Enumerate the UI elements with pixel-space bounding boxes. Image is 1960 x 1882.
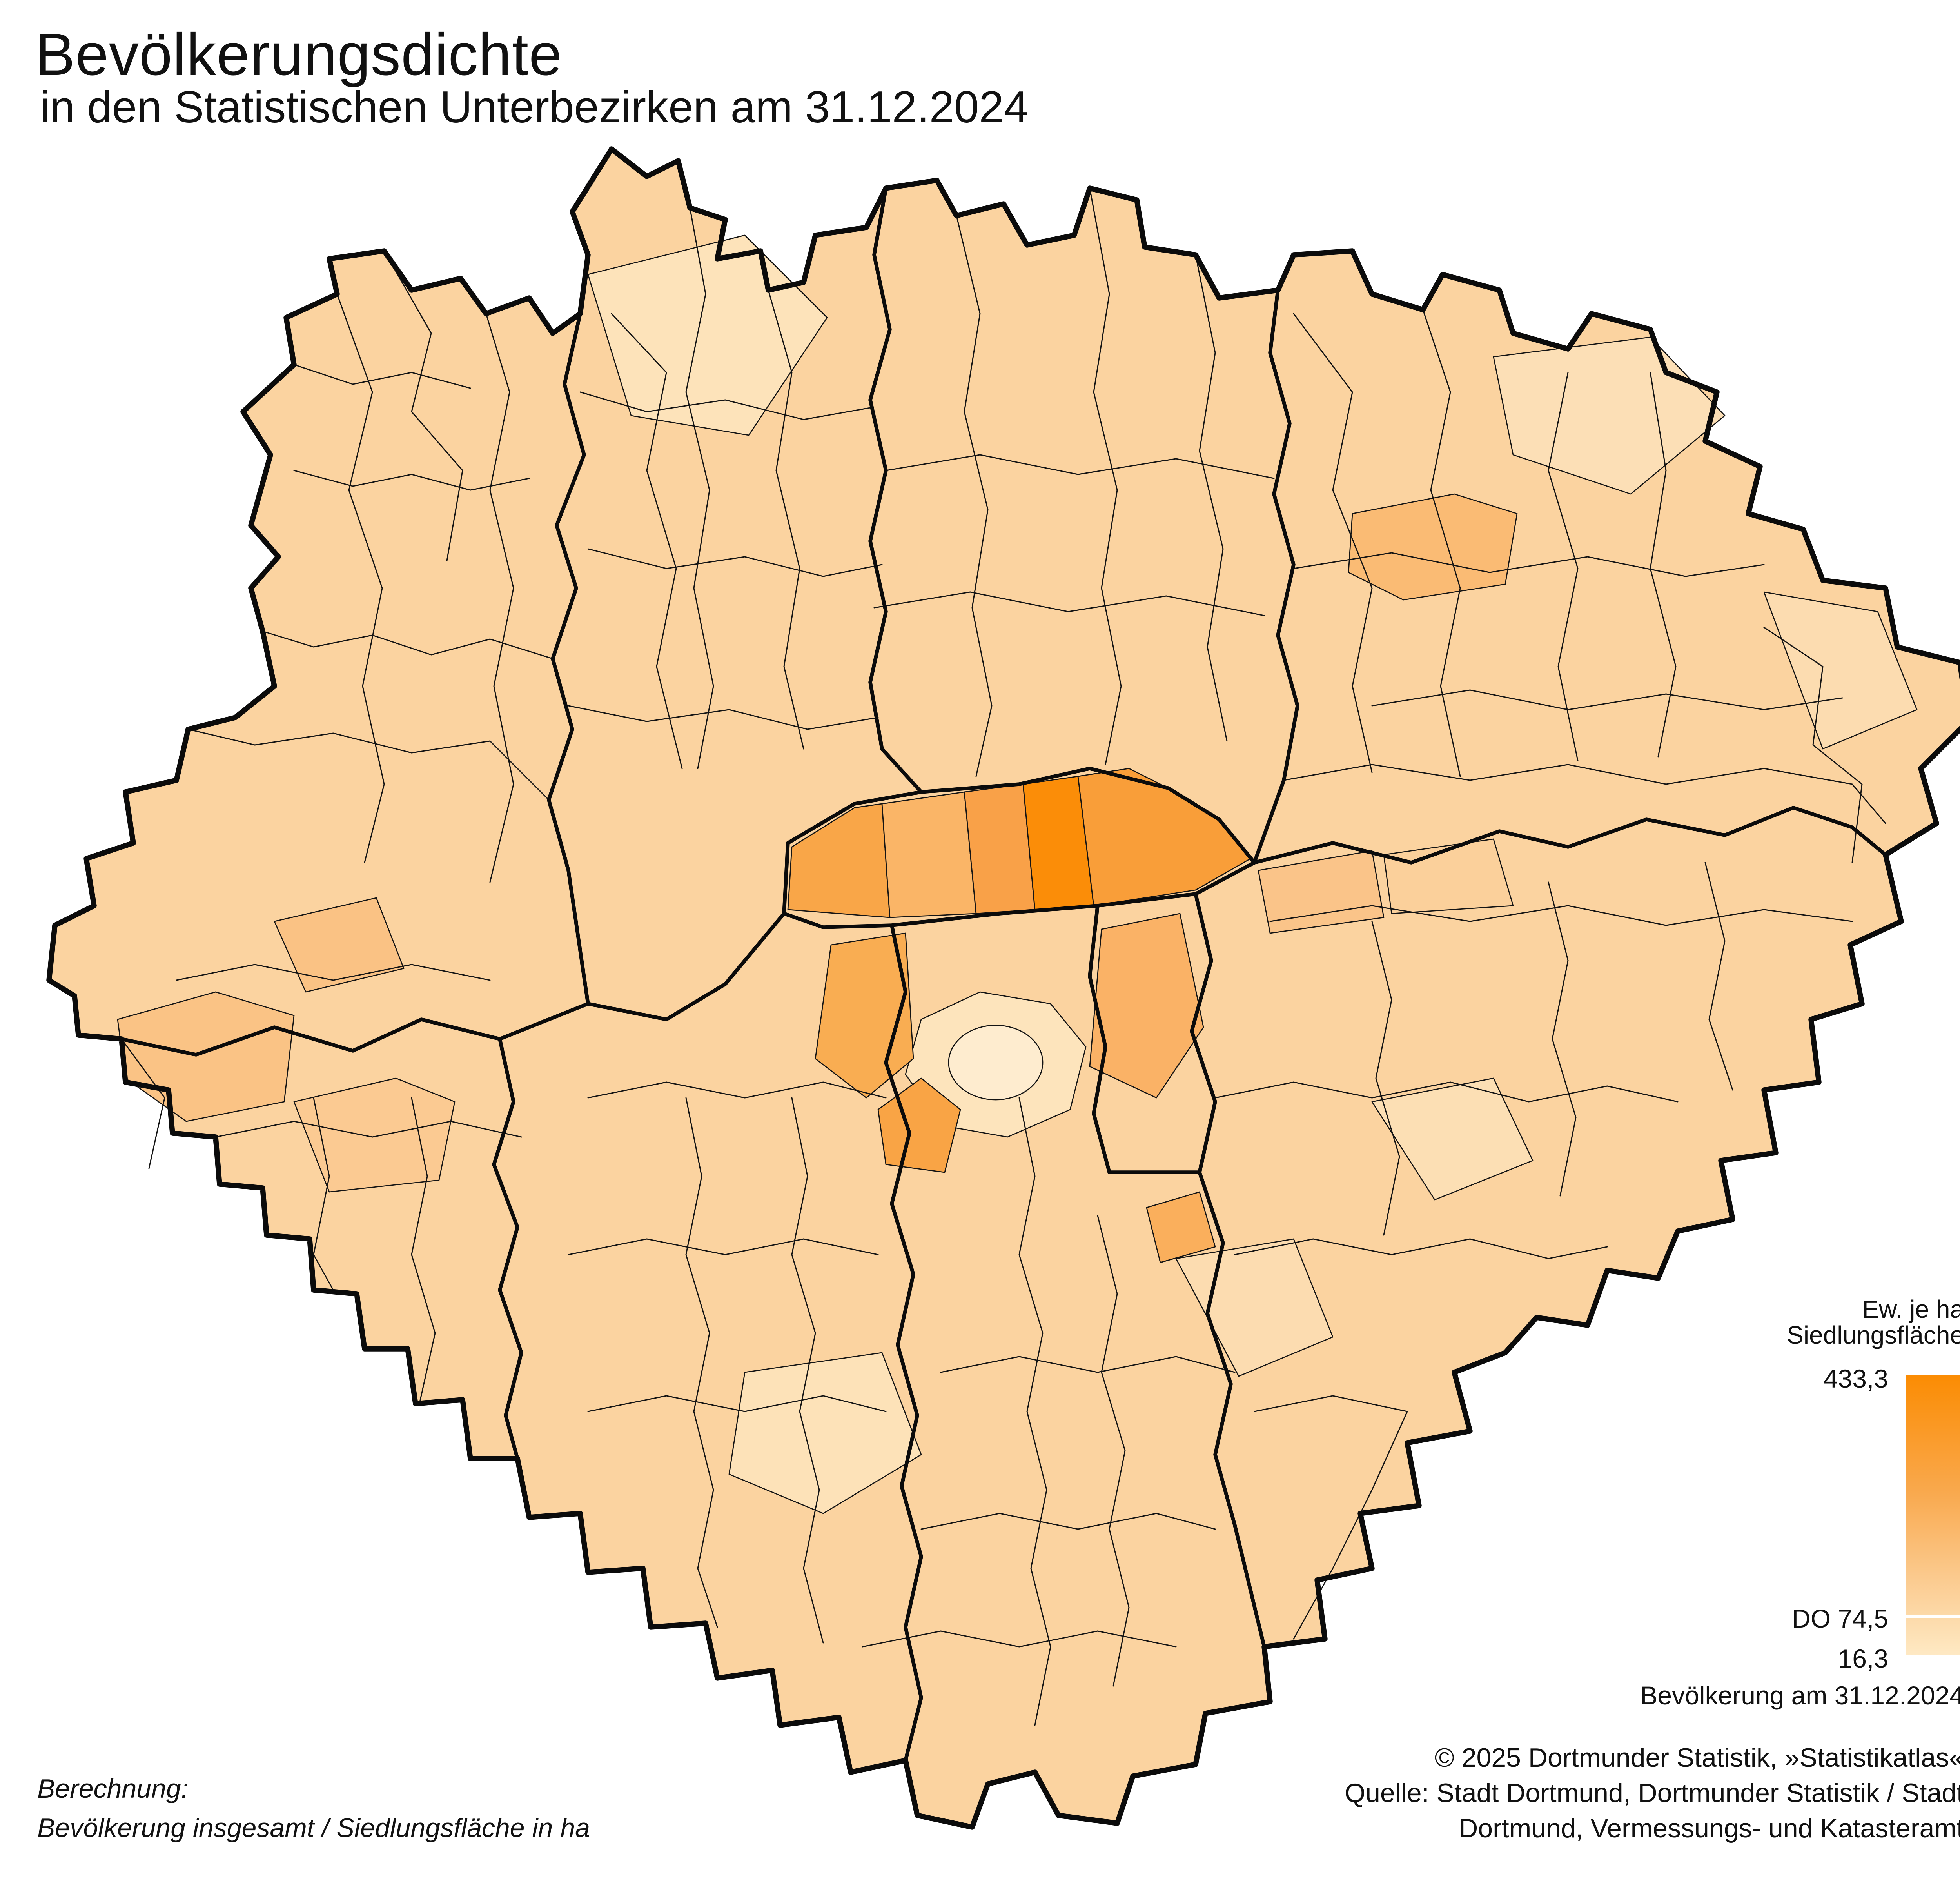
legend-caption: Bevölkerung am 31.12.2024 [1640, 1681, 1960, 1710]
band-cell-west [787, 803, 891, 918]
calculation-formula: Bevölkerung insgesamt / Siedlungsfläche … [37, 1813, 590, 1843]
district-line-central-south [884, 923, 923, 1762]
legend-unit-line1: Ew. je ha [1862, 1295, 1960, 1323]
credits-line1: © 2025 Dortmunder Statistik, »Statistika… [1434, 1743, 1960, 1773]
legend-min-value: 16,3 [1838, 1644, 1888, 1673]
subdistrict-boundaries [121, 187, 1886, 1726]
legend-max-value: 433,3 [1823, 1364, 1888, 1393]
patch-light-band-east2 [1383, 838, 1514, 914]
patch-pale-fareast [1763, 591, 1918, 750]
band-cell-westmid [881, 791, 977, 918]
legend-reference-label: DO 74,5 [1792, 1604, 1888, 1633]
patch-light-west-lobe [293, 1077, 456, 1193]
page-subtitle: in den Statistischen Unterbezirken am 31… [40, 82, 1029, 132]
patch-core-inner [948, 1025, 1044, 1101]
district-line-west-main [120, 912, 786, 1057]
credits-line2: Quelle: Stadt Dortmund, Dortmunder Stati… [1345, 1778, 1960, 1808]
district-ring-innenstadt-nord [782, 767, 1256, 929]
district-line-innenstadt-split [1088, 904, 1201, 1174]
calculation-note: Berechnung: Bevölkerung insgesamt / Sied… [37, 1769, 590, 1847]
band-cell-mid [964, 783, 1036, 914]
patch-medium-band-east1 [1258, 850, 1385, 934]
credits-line3: Dortmund, Vermessungs- und Katasteramt [1459, 1813, 1960, 1843]
legend-reference-tick [1898, 1615, 1960, 1618]
district-line-northeast [1252, 288, 1299, 865]
patch-medium-scharnhorst [1348, 493, 1518, 601]
credits-block: © 2025 Dortmunder Statistik, »Statistika… [1345, 1740, 1960, 1846]
legend-gradient-bar [1906, 1375, 1960, 1655]
page-title: Bevölkerungsdichte [35, 21, 563, 88]
district-line-east-main [1252, 806, 1887, 865]
district-line-east-vertical [1190, 892, 1266, 1649]
district-line-north [868, 186, 923, 794]
district-boundaries [120, 186, 1887, 1762]
patch-medium-northwest [274, 897, 405, 993]
calculation-label: Berechnung: [37, 1774, 189, 1804]
city-outline [46, 146, 1960, 1830]
legend-unit-line2: Siedlungsfläche [1787, 1321, 1960, 1349]
patch-medium-east-core [1089, 913, 1204, 1099]
district-line-northwest [547, 312, 590, 1006]
legend-unit-label: Ew. je ha Siedlungsfläche [1787, 1296, 1960, 1348]
district-line-southwest [492, 1037, 523, 1461]
patch-pale-southeast [1371, 1077, 1534, 1201]
patch-pale-south1 [728, 1352, 922, 1514]
patch-strong-hoerde-small [1146, 1191, 1216, 1263]
